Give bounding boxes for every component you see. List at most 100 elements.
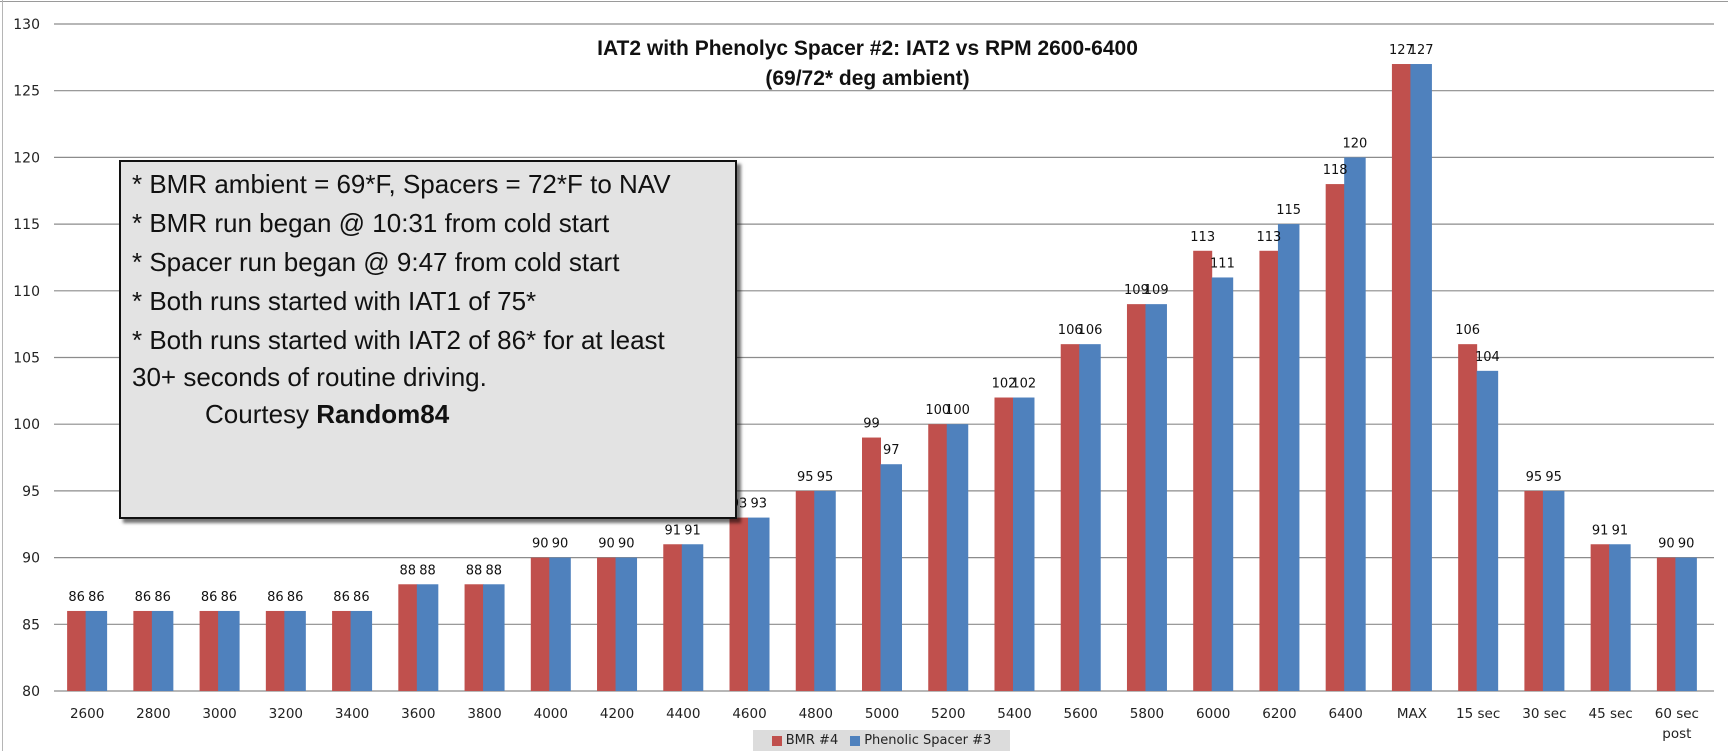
bar-bmr [729,517,749,691]
legend-item-phenolic: Phenolic Spacer #3 [850,733,991,748]
annotation-line: * BMR ambient = 69*F, Spacers = 72*F to … [132,169,671,199]
bar-phenolic [1277,224,1300,691]
x-tick-label: 30 sec [1522,706,1566,722]
bars [67,64,1697,691]
y-tick-label: 115 [13,217,40,233]
x-tick-label: 6400 [1329,706,1363,722]
bar-bmr [862,437,881,691]
y-tick-label: 80 [22,684,40,700]
bar-phenolic [1211,277,1234,691]
x-tick-label: 4000 [534,706,568,722]
bar-phenolic [946,424,969,691]
data-label-phenolic: 86 [221,590,238,605]
data-label-bmr: 90 [532,537,549,552]
data-label-phenolic: 120 [1343,136,1368,151]
bar-bmr [464,584,484,691]
data-label-phenolic: 88 [419,563,436,578]
bar-phenolic [681,544,704,691]
bar-phenolic [483,584,505,691]
legend: BMR #4 Phenolic Spacer #3 [753,730,1010,751]
data-label-phenolic: 86 [154,590,171,605]
bar-phenolic [1344,157,1366,691]
x-tick-label: 6200 [1262,706,1296,722]
chart-title: IAT2 with Phenolyc Spacer #2: IAT2 vs RP… [597,37,1138,60]
legend-label-phenolic: Phenolic Spacer #3 [864,733,992,748]
data-label-phenolic: 90 [618,537,635,552]
chart-subtitle: (69/72* deg ambient) [765,67,970,90]
bar-bmr [332,610,352,691]
bar-phenolic [350,610,373,691]
bar-phenolic [814,490,836,691]
bar-bmr [1325,184,1345,691]
bar-bmr [1193,250,1213,691]
data-label-bmr: 106 [1058,323,1083,338]
y-tick-label: 110 [13,284,40,300]
bar-phenolic [1012,397,1035,691]
x-tick-label: 3000 [202,706,236,722]
data-label-bmr: 86 [201,590,218,605]
chart-top-border [0,1,1728,2]
y-tick-label: 90 [22,551,40,567]
bar-phenolic [615,557,638,691]
bar-phenolic [1675,557,1697,691]
x-tick-label: 5000 [865,706,899,722]
bar-bmr [928,424,948,691]
bar-phenolic [748,517,770,691]
bar-bmr [398,584,418,691]
data-label-bmr: 106 [1455,323,1480,338]
data-label-bmr: 95 [1526,470,1543,485]
data-label-bmr: 86 [135,590,152,605]
annotation-line: 30+ seconds of routine driving. [132,362,487,392]
y-tick-label: 120 [13,150,40,166]
x-tick-label: 4400 [666,706,700,722]
x-tick-label: 60 sec post [1655,706,1699,742]
legend-item-bmr: BMR #4 [771,733,839,748]
x-tick-label: 3200 [269,706,303,722]
data-label-phenolic: 95 [817,470,834,485]
bar-bmr [530,557,550,691]
bar-bmr [1656,557,1676,691]
x-tick-label: 15 sec [1456,706,1500,722]
bar-bmr [1391,64,1411,691]
bar-phenolic [1542,490,1565,691]
data-label-phenolic: 91 [684,523,701,538]
data-label-bmr: 113 [1190,230,1215,245]
legend-swatch-phenolic [850,735,861,746]
x-tick-label: 2800 [136,706,170,722]
y-tick-label: 85 [22,617,40,633]
bar-bmr [133,610,153,691]
bar-phenolic [85,610,108,691]
annotation-line: * Spacer run began @ 9:47 from cold star… [132,247,620,277]
data-label-phenolic: 102 [1011,377,1036,392]
chart-left-border [2,0,3,751]
courtesy-name: Random84 [316,399,450,429]
data-label-bmr: 90 [1658,537,1675,552]
x-tick-label: 5400 [997,706,1031,722]
data-label-bmr: 90 [598,537,615,552]
data-label-bmr: 88 [466,563,483,578]
bar-bmr [795,490,815,691]
legend-label-bmr: BMR #4 [785,733,839,748]
bar-phenolic [1410,64,1432,691]
bar-phenolic [416,584,439,691]
bar-bmr [994,397,1014,691]
data-label-bmr: 127 [1389,43,1414,58]
data-label-bmr: 118 [1323,163,1348,178]
data-label-bmr: 88 [400,563,417,578]
x-tick-label: 5200 [931,706,965,722]
bar-phenolic [549,557,571,691]
x-tick-label: 5800 [1130,706,1164,722]
data-label-phenolic: 95 [1545,470,1562,485]
bar-bmr [199,610,219,691]
bar-phenolic [284,610,306,691]
x-tick-label: 2600 [70,706,104,722]
y-tick-label: 130 [13,17,40,33]
x-tick-label: 4800 [799,706,833,722]
bar-bmr [67,610,87,691]
bar-bmr [1590,544,1610,691]
data-label-phenolic: 86 [88,590,105,605]
data-label-bmr: 86 [267,590,284,605]
chart-title-block: IAT2 with Phenolyc Spacer #2: IAT2 vs RP… [560,34,1175,94]
